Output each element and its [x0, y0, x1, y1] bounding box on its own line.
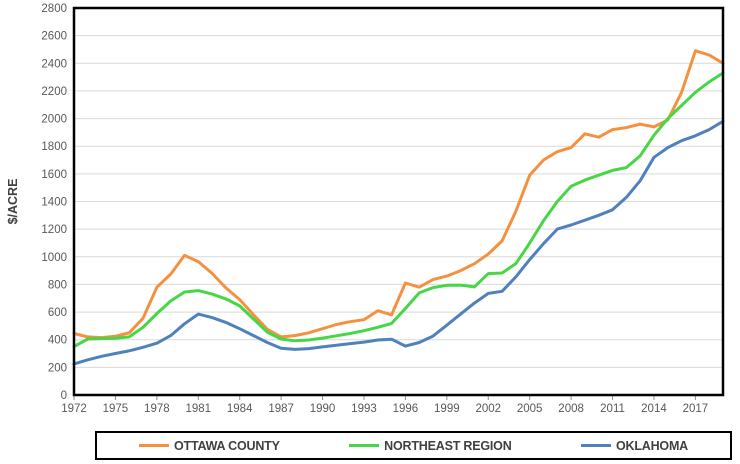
x-tick-label: 2002: [475, 403, 501, 415]
legend-item-northeast-region: NORTHEAST REGION: [349, 438, 512, 453]
legend-item-ottawa-county: OTTAWA COUNTY: [139, 439, 280, 453]
x-tick-label: 1993: [351, 403, 377, 415]
x-tick-label: 1999: [434, 403, 460, 415]
x-tick-label: 2008: [558, 403, 584, 415]
x-tick-label: 1984: [227, 403, 253, 415]
y-tick-label: 600: [48, 307, 67, 319]
y-axis-title: $/ACRE: [6, 179, 20, 225]
x-tick-label: 2014: [641, 403, 667, 415]
y-tick-label: 200: [48, 362, 67, 374]
y-tick-label: 1600: [41, 169, 67, 181]
chart-legend: OTTAWA COUNTY NORTHEAST REGION OKLAHOMA: [95, 431, 732, 460]
legend-label-northeast-region: NORTHEAST REGION: [384, 438, 512, 453]
x-tick-label: 1972: [61, 403, 87, 415]
y-tick-label: 1800: [41, 141, 67, 153]
x-tick-label: 1990: [310, 403, 336, 415]
y-tick-label: 800: [48, 279, 67, 291]
series-line-oklahoma: [72, 119, 725, 366]
x-tick-label: 2005: [517, 403, 543, 415]
x-tick-label: 1978: [144, 403, 170, 415]
y-tick-label: 2400: [41, 58, 67, 70]
legend-label-ottawa-county: OTTAWA COUNTY: [174, 438, 280, 453]
x-tick-label: 1987: [268, 403, 294, 415]
y-tick-label: 2200: [41, 86, 67, 98]
series-line-ottawa-county: [72, 49, 725, 340]
x-tick-label: 1981: [185, 403, 211, 415]
x-tick-label: 2017: [683, 403, 709, 415]
plot-border: [72, 6, 725, 397]
legend-label-oklahoma: OKLAHOMA: [615, 438, 688, 453]
series-line-northeast-region: [72, 71, 725, 349]
legend-line-swatch-icon: [349, 444, 380, 447]
y-tick-label: 2800: [41, 3, 67, 15]
y-tick-label: 1200: [41, 224, 67, 236]
y-tick-label: 2000: [41, 114, 67, 126]
y-tick-label: 1400: [41, 197, 67, 209]
x-tick-label: 2011: [600, 403, 625, 415]
y-tick-label: 1000: [41, 252, 67, 264]
x-tick-label: 1996: [393, 403, 419, 415]
legend-line-swatch-icon: [580, 444, 611, 447]
y-tick-label: 2600: [41, 31, 67, 43]
legend-item-oklahoma: OKLAHOMA: [580, 438, 688, 453]
x-tick-label: 1975: [103, 403, 129, 415]
y-tick-label: 0: [61, 390, 67, 402]
y-tick-label: 400: [48, 335, 67, 347]
legend-line-swatch-icon: [139, 444, 169, 447]
